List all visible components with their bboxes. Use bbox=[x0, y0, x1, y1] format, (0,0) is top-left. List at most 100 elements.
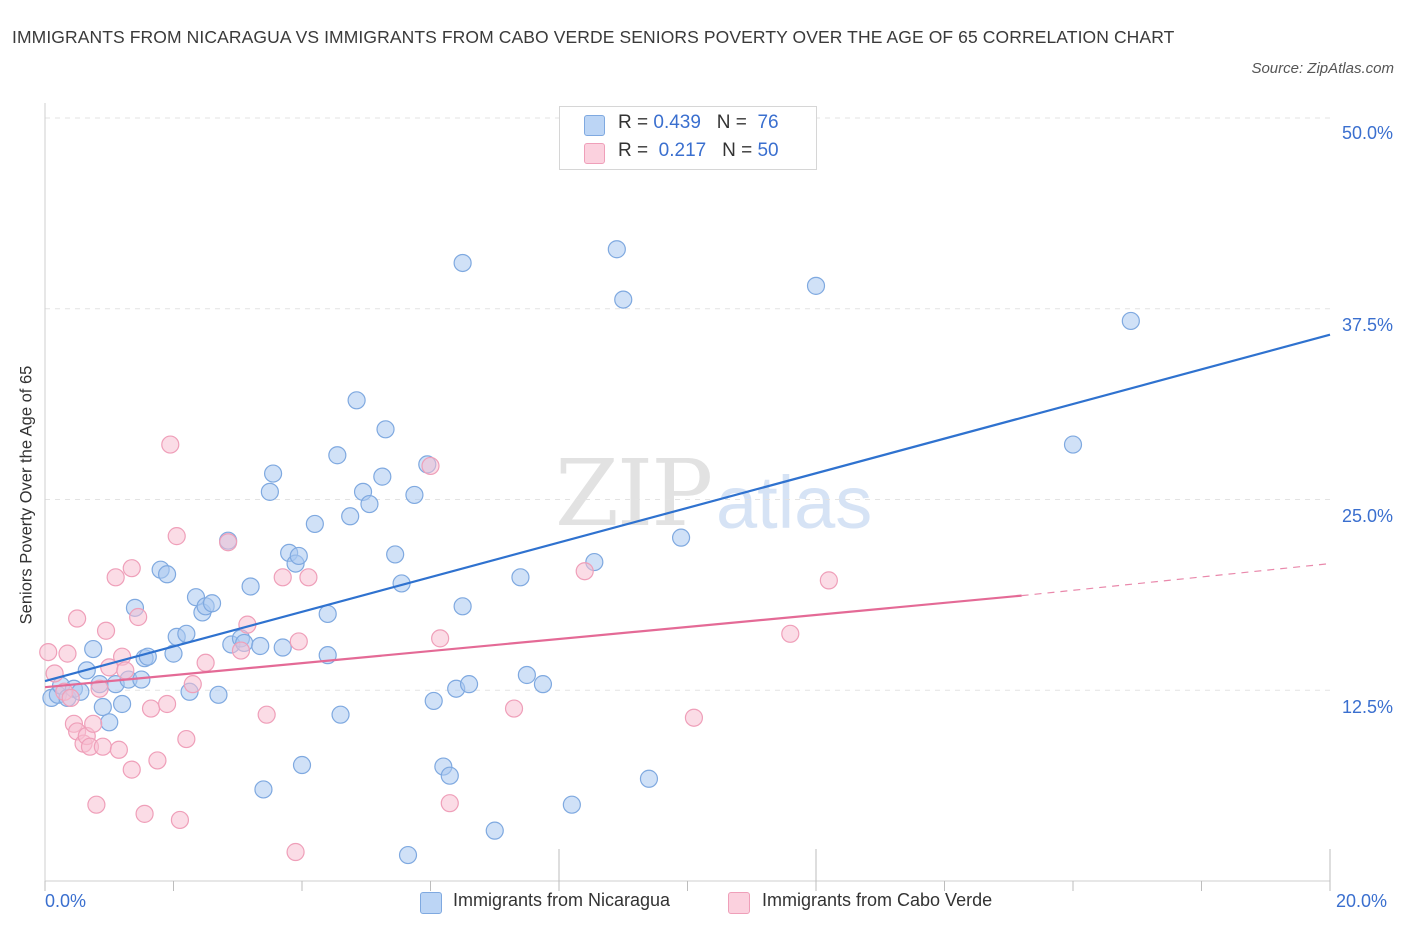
stats-legend: R = 0.439 N = 76 R = 0.217 N = 50 bbox=[559, 106, 817, 170]
point-cabo-verde bbox=[257, 705, 276, 724]
y-tick-label-25: 25.0% bbox=[1341, 506, 1393, 526]
legend-swatch-cabo-verde bbox=[728, 892, 750, 914]
trend-lines bbox=[44, 333, 1331, 689]
point-cabo-verde bbox=[286, 842, 305, 862]
point-nicaragua bbox=[202, 594, 222, 613]
point-nicaragua bbox=[100, 713, 119, 732]
point-cabo-verde bbox=[504, 699, 524, 718]
point-cabo-verde bbox=[93, 737, 112, 756]
point-nicaragua bbox=[177, 624, 196, 643]
point-nicaragua bbox=[331, 705, 350, 724]
point-nicaragua bbox=[241, 577, 260, 596]
y-tick-label-12-5: 12.5% bbox=[1341, 697, 1393, 717]
series-cabo-verde-points bbox=[39, 435, 838, 862]
point-nicaragua bbox=[405, 485, 424, 505]
point-cabo-verde bbox=[68, 609, 87, 628]
point-cabo-verde bbox=[684, 708, 704, 727]
point-cabo-verde bbox=[289, 632, 308, 651]
point-nicaragua bbox=[318, 604, 337, 624]
point-nicaragua bbox=[424, 691, 443, 711]
point-nicaragua bbox=[93, 697, 112, 717]
x-tick-label-min: 0.0% bbox=[45, 891, 87, 911]
point-nicaragua bbox=[263, 464, 283, 483]
point-cabo-verde bbox=[122, 760, 141, 779]
point-cabo-verde bbox=[299, 568, 318, 587]
point-nicaragua bbox=[1063, 435, 1083, 454]
point-nicaragua bbox=[289, 546, 308, 566]
point-nicaragua bbox=[639, 769, 659, 788]
point-cabo-verde bbox=[170, 810, 190, 830]
axes bbox=[44, 103, 1331, 891]
grid-lines bbox=[45, 117, 1330, 691]
point-nicaragua bbox=[251, 636, 270, 656]
point-nicaragua bbox=[517, 665, 536, 685]
point-cabo-verde bbox=[90, 679, 109, 698]
point-nicaragua bbox=[328, 446, 347, 465]
swatch-cabo-verde bbox=[584, 143, 605, 164]
point-cabo-verde bbox=[116, 661, 135, 680]
point-cabo-verde bbox=[84, 714, 103, 733]
point-nicaragua bbox=[671, 528, 691, 547]
point-cabo-verde bbox=[219, 533, 238, 552]
n-value-cabo-verde: 50 bbox=[757, 140, 779, 161]
point-cabo-verde bbox=[575, 562, 594, 581]
point-cabo-verde bbox=[196, 653, 215, 672]
x-tick-label-max: 20.0% bbox=[1336, 891, 1388, 911]
point-cabo-verde bbox=[106, 568, 125, 587]
point-cabo-verde bbox=[440, 794, 459, 813]
point-nicaragua bbox=[260, 482, 279, 501]
point-nicaragua bbox=[806, 276, 826, 295]
y-tick-label-50: 50.0% bbox=[1341, 123, 1393, 143]
point-cabo-verde bbox=[58, 644, 77, 663]
point-nicaragua bbox=[386, 545, 405, 564]
point-cabo-verde bbox=[273, 568, 292, 587]
r-label: R = bbox=[618, 112, 649, 133]
r-value-nicaragua: 0.439 bbox=[653, 112, 701, 133]
point-cabo-verde bbox=[129, 607, 148, 627]
point-nicaragua bbox=[1121, 311, 1140, 331]
point-nicaragua bbox=[305, 514, 324, 534]
point-nicaragua bbox=[84, 639, 103, 659]
point-cabo-verde bbox=[96, 621, 116, 640]
n-value-nicaragua: 76 bbox=[757, 112, 779, 133]
n-label: N = bbox=[722, 140, 753, 161]
point-nicaragua bbox=[453, 253, 472, 273]
point-nicaragua bbox=[112, 694, 132, 714]
point-cabo-verde bbox=[122, 559, 141, 578]
r-value-cabo-verde: 0.217 bbox=[658, 140, 707, 161]
point-nicaragua bbox=[376, 420, 395, 439]
point-nicaragua bbox=[209, 685, 228, 704]
n-label: N = bbox=[716, 112, 747, 133]
trend-line-nicaragua bbox=[44, 333, 1331, 683]
point-cabo-verde bbox=[183, 675, 202, 694]
point-cabo-verde bbox=[87, 795, 106, 814]
point-nicaragua bbox=[459, 675, 479, 694]
y-axis-title: Seniors Poverty Over the Age of 65 bbox=[17, 365, 36, 625]
legend-label-nicaragua: Immigrants from Nicaragua bbox=[453, 890, 671, 910]
point-nicaragua bbox=[273, 638, 292, 657]
trend-line-cabo-verde-extension bbox=[1021, 562, 1331, 597]
point-nicaragua bbox=[292, 755, 312, 775]
point-cabo-verde bbox=[421, 456, 440, 476]
point-cabo-verde bbox=[39, 642, 58, 662]
point-nicaragua bbox=[347, 391, 366, 410]
swatch-nicaragua bbox=[584, 115, 605, 136]
point-cabo-verde bbox=[141, 699, 161, 718]
point-cabo-verde bbox=[157, 694, 177, 714]
point-cabo-verde bbox=[161, 435, 180, 454]
point-cabo-verde bbox=[819, 571, 838, 590]
legend-label-cabo-verde: Immigrants from Cabo Verde bbox=[762, 890, 993, 910]
point-cabo-verde bbox=[167, 527, 186, 546]
point-cabo-verde bbox=[135, 804, 154, 823]
watermark-atlas: atlas bbox=[716, 461, 873, 544]
source-label: Source: ZipAtlas.com bbox=[1251, 60, 1394, 77]
point-nicaragua bbox=[254, 780, 273, 799]
watermark-zip: ZIP bbox=[555, 440, 713, 547]
point-nicaragua bbox=[398, 845, 418, 865]
point-cabo-verde bbox=[148, 751, 167, 770]
point-cabo-verde bbox=[431, 629, 450, 648]
point-cabo-verde bbox=[177, 729, 196, 749]
chart-title: IMMIGRANTS FROM NICARAGUA VS IMMIGRANTS … bbox=[12, 27, 1175, 47]
point-nicaragua bbox=[360, 494, 379, 514]
